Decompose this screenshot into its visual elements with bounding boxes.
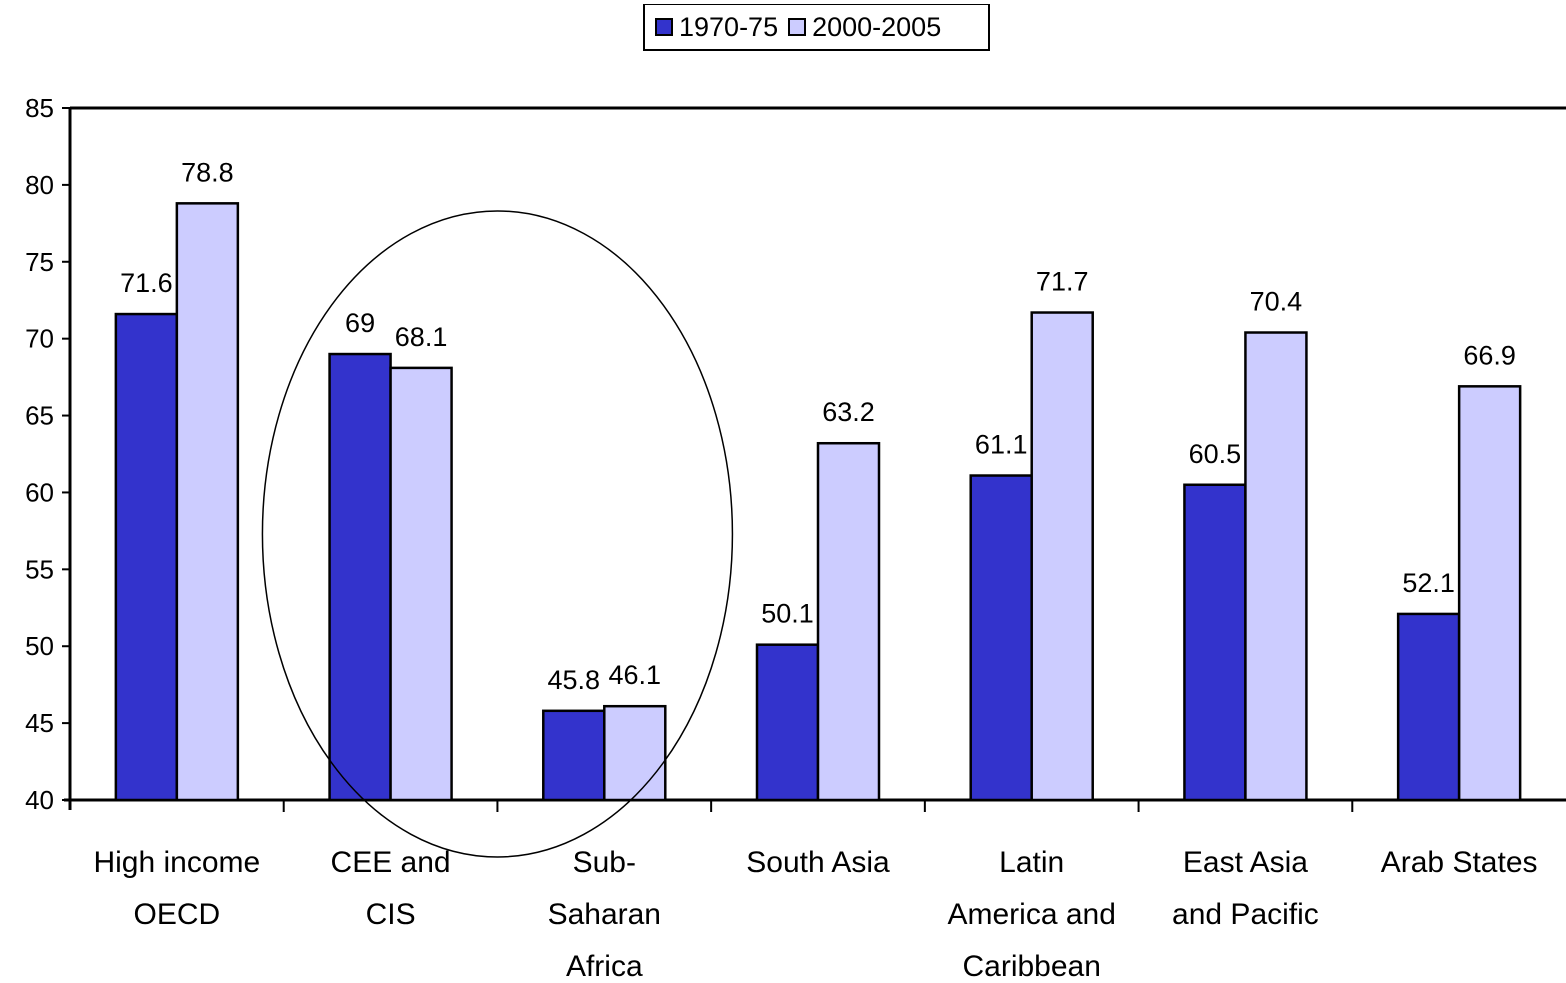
data-label-1-3: 50.1	[761, 599, 814, 629]
y-tick-label-80: 80	[25, 170, 54, 200]
bar-2-4	[1030, 311, 1094, 802]
data-label-1-0: 71.6	[120, 268, 173, 298]
y-tick-label-70: 70	[25, 324, 54, 354]
category-label-2-0: Sub-	[573, 846, 636, 879]
legend: 1970-75 2000-2005	[643, 4, 990, 51]
data-label-1-2: 45.8	[548, 665, 601, 695]
bar-2-3	[816, 441, 881, 802]
bar-1-4	[969, 474, 1033, 802]
bar-1-2	[542, 709, 606, 802]
y-tick-label-45: 45	[25, 708, 54, 738]
category-label-5-0: East Asia	[1183, 846, 1308, 879]
category-label-2-1: Saharan	[548, 898, 661, 931]
legend-item-series-1: 1970-75	[655, 12, 778, 43]
bar-2-5	[1244, 331, 1308, 802]
data-label-1-5: 60.5	[1189, 439, 1242, 469]
category-label-3-0: South Asia	[746, 846, 890, 879]
bar-1-3	[755, 643, 820, 802]
y-tick-label-50: 50	[25, 631, 54, 661]
y-tick-label-55: 55	[25, 554, 54, 584]
data-label-2-2: 46.1	[609, 660, 662, 690]
bar-1-0	[114, 312, 179, 802]
y-tick-label-60: 60	[25, 477, 54, 507]
data-label-1-4: 61.1	[975, 430, 1028, 460]
category-label-2-2: Africa	[566, 950, 643, 983]
bar-2-6	[1457, 385, 1522, 802]
category-label-5-1: and Pacific	[1172, 898, 1319, 931]
category-label-1-0: CEE and	[331, 846, 451, 879]
y-tick-label-40: 40	[25, 785, 54, 815]
bar-1-1	[328, 352, 392, 802]
bar-2-1	[389, 366, 453, 802]
data-label-2-5: 70.4	[1250, 287, 1303, 317]
category-label-0-0: High income	[93, 846, 260, 879]
legend-swatch-series-2	[788, 18, 807, 36]
bar-2-2	[603, 704, 667, 802]
data-label-2-3: 63.2	[822, 397, 875, 427]
y-tick-label-85: 85	[25, 93, 54, 123]
category-label-0-1: OECD	[134, 898, 221, 931]
legend-item-series-2: 2000-2005	[788, 12, 941, 43]
category-label-6-0: Arab States	[1381, 846, 1538, 879]
category-label-4-1: America and	[948, 898, 1116, 931]
bar-1-5	[1183, 483, 1247, 802]
bar-1-6	[1396, 612, 1461, 802]
data-label-2-0: 78.8	[181, 157, 234, 187]
y-tick-label-75: 75	[25, 247, 54, 277]
legend-swatch-series-1	[655, 18, 673, 36]
data-label-2-4: 71.7	[1036, 267, 1089, 297]
data-label-2-6: 66.9	[1463, 340, 1516, 370]
bar-2-0	[175, 202, 240, 802]
data-label-1-6: 52.1	[1402, 568, 1455, 598]
annotation-ellipse	[261, 210, 734, 858]
category-label-4-0: Latin	[999, 846, 1064, 879]
legend-label-series-1: 1970-75	[679, 11, 779, 42]
legend-label-series-2: 2000-2005	[812, 11, 942, 42]
data-label-2-1: 68.1	[395, 322, 448, 352]
y-tick-label-65: 65	[25, 401, 54, 431]
category-label-1-1: CIS	[366, 898, 416, 931]
category-label-4-2: Caribbean	[962, 950, 1100, 983]
data-label-1-1: 69	[345, 308, 375, 338]
